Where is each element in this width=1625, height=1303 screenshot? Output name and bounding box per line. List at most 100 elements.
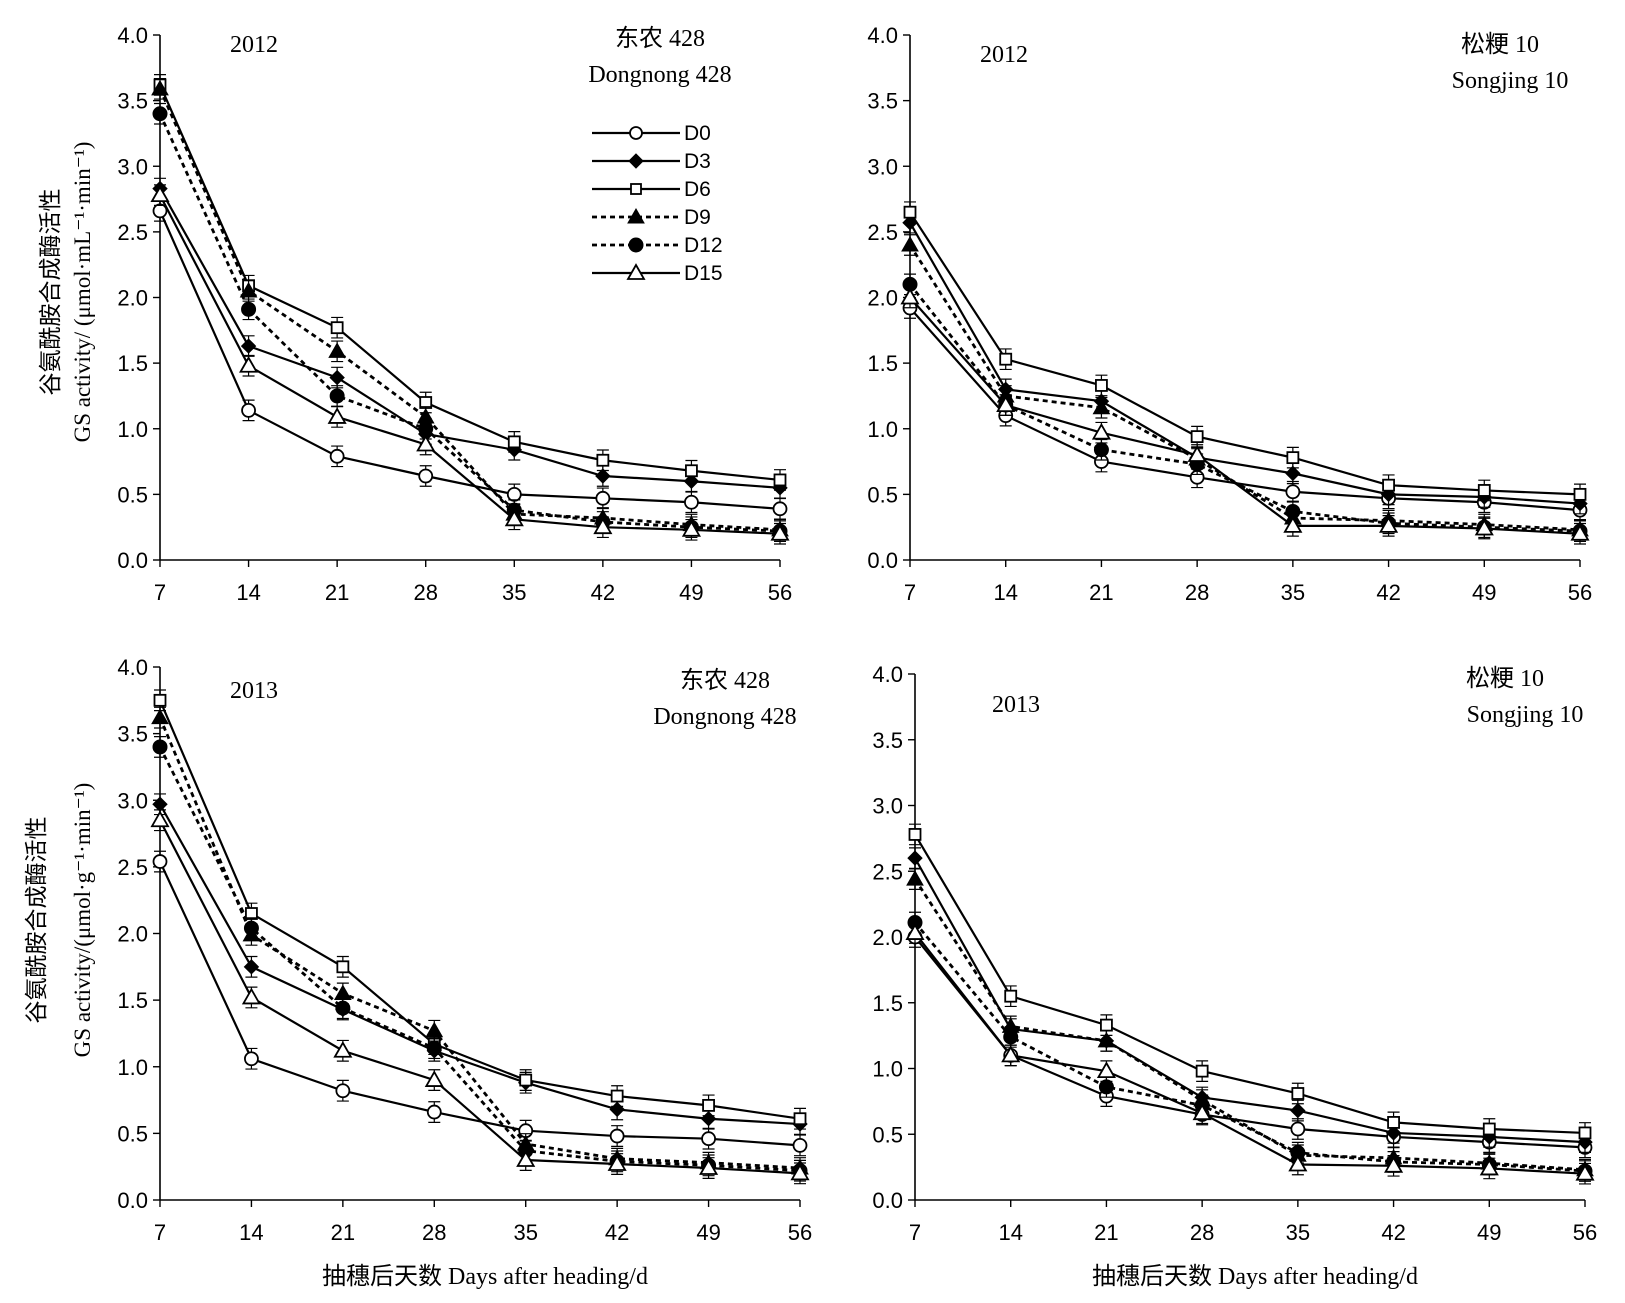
data-point-d15	[681, 519, 701, 537]
data-point-d15	[150, 185, 170, 203]
data-point-d15	[1001, 1045, 1021, 1063]
series-line-d15	[914, 932, 1586, 1175]
x-tick-label: 28	[1190, 1220, 1214, 1245]
y-tick-label: 0.5	[872, 1122, 903, 1147]
data-point-d15	[790, 1163, 810, 1181]
data-point-d12	[1093, 442, 1109, 458]
data-point-d0	[684, 494, 699, 510]
x-tick-label: 28	[422, 1220, 446, 1245]
data-point-d15	[1474, 518, 1494, 536]
legend: D0 D3 D6 D9 D12 D15	[592, 122, 723, 285]
y-axis-label-en: GS activity/(μmol·g⁻¹·min⁻¹)	[70, 783, 95, 1058]
y-tick-label: 3.5	[117, 89, 148, 114]
legend-item-d3: D3	[592, 150, 711, 173]
legend-label-d3: D3	[684, 150, 711, 173]
data-point-d9	[328, 342, 347, 358]
data-point-d9	[906, 870, 924, 886]
y-tick-label: 0.0	[872, 1188, 903, 1213]
y-axis-label-en: GS activity/ (μmol·mL⁻¹·min⁻¹)	[70, 142, 95, 443]
y-tick-label: 1.0	[867, 417, 898, 442]
data-point-d0	[335, 1083, 351, 1099]
series-line-d0	[158, 210, 781, 510]
panel-2012-dongnong: 2012 东农 428 Dongnong 428 谷氨酰胺合成酶活性 GS ac…	[38, 25, 732, 442]
data-point-d6	[1095, 379, 1108, 392]
y-axis-label-cn: 谷氨酰胺合成酶活性	[24, 817, 49, 1024]
panel-2013-dongnong: 2013 东农 428 Dongnong 428 谷氨酰胺合成酶活性 GS ac…	[24, 667, 797, 1290]
x-tick-label: 7	[909, 1220, 921, 1245]
x-tick-label: 21	[1089, 580, 1113, 605]
data-point-d15	[333, 1040, 353, 1058]
y-axis-label-cn: 谷氨酰胺合成酶活性	[38, 189, 63, 396]
variety-cn-label: 东农 428	[680, 667, 770, 694]
x-tick-label: 28	[1185, 580, 1209, 605]
y-tick-label: 3.5	[872, 728, 903, 753]
data-point-d3	[1285, 465, 1301, 482]
data-point-d6	[1387, 1116, 1400, 1129]
data-point-d15	[150, 810, 170, 828]
legend-item-d15: D15	[592, 262, 723, 285]
data-point-d15	[1283, 516, 1303, 533]
x-tick-label: 21	[1094, 1220, 1118, 1245]
data-point-d12	[335, 1000, 351, 1016]
series-line-d6	[158, 699, 801, 1120]
y-tick-label: 1.0	[872, 1057, 903, 1082]
y-tick-label: 0.0	[867, 548, 898, 573]
data-point-d6	[1482, 1122, 1496, 1136]
data-point-d15	[770, 523, 790, 541]
data-point-d3	[907, 850, 923, 866]
data-point-d0	[506, 486, 522, 502]
data-point-d0	[152, 854, 168, 869]
data-point-d15	[1091, 422, 1111, 440]
data-point-d0	[701, 1131, 716, 1147]
y-tick-label: 2.5	[867, 220, 898, 245]
y-tick-label: 0.0	[117, 1188, 148, 1213]
series-line-d9	[158, 88, 781, 532]
series-line-d3	[159, 803, 801, 1126]
variety-cn-label: 松粳 10	[1461, 31, 1539, 58]
x-tick-label: 35	[513, 1220, 537, 1245]
y-tick-label: 1.5	[872, 991, 903, 1016]
legend-label-d0: D0	[684, 122, 711, 145]
data-point-d3	[152, 796, 168, 812]
series-line-d12	[158, 746, 801, 1173]
x-tick-label: 21	[331, 1220, 355, 1245]
variety-en-label: Dongnong 428	[653, 704, 796, 730]
y-tick-label: 1.5	[117, 351, 148, 376]
data-point-d9	[901, 235, 919, 252]
data-point-d12	[152, 739, 168, 755]
series-line-d12	[913, 921, 1586, 1173]
x-tick-label: 14	[998, 1220, 1022, 1245]
data-point-d15	[1575, 1163, 1595, 1181]
data-point-d9	[425, 1021, 444, 1038]
series-line-d6	[914, 833, 1586, 1135]
data-point-d0	[1285, 484, 1301, 500]
data-point-d15	[1288, 1154, 1308, 1172]
data-point-d15	[327, 407, 347, 424]
x-tick-label: 7	[904, 580, 916, 605]
panel-year-label: 2012	[980, 42, 1028, 68]
data-point-d6	[1100, 1018, 1113, 1032]
series-line-d15	[159, 194, 781, 535]
y-tick-label: 2.5	[872, 859, 903, 884]
y-tick-label: 1.0	[117, 1055, 148, 1080]
data-point-d6	[519, 1073, 533, 1087]
data-point-d15	[593, 517, 613, 535]
panel-2013-songjing: 2013 松粳 10 Songjing 10 抽穗后天数 Days after …	[992, 665, 1583, 1290]
data-point-d6	[793, 1112, 807, 1126]
y-tick-label: 2.5	[117, 855, 148, 880]
data-point-d6	[999, 352, 1013, 366]
data-point-d9	[1092, 398, 1111, 415]
data-point-d0	[1290, 1121, 1306, 1137]
series-line-d3	[914, 857, 1586, 1144]
legend-label-d15: D15	[684, 262, 723, 285]
data-point-d3	[329, 369, 345, 386]
legend-label-d9: D9	[684, 206, 711, 229]
x-axis-label: 抽穗后天数 Days after heading/d	[322, 1263, 648, 1290]
data-point-d6	[1578, 1126, 1592, 1140]
x-tick-label: 21	[325, 580, 349, 605]
y-tick-label: 4.0	[117, 23, 148, 48]
y-tick-label: 1.5	[867, 351, 898, 376]
plot-area-1: 0.0 0.5 1.0 1.5 2.0 2.5 3.0 3.5 4.0 7 14 21 28 35 42 49…	[867, 23, 1592, 605]
data-point-d6	[1190, 430, 1204, 444]
